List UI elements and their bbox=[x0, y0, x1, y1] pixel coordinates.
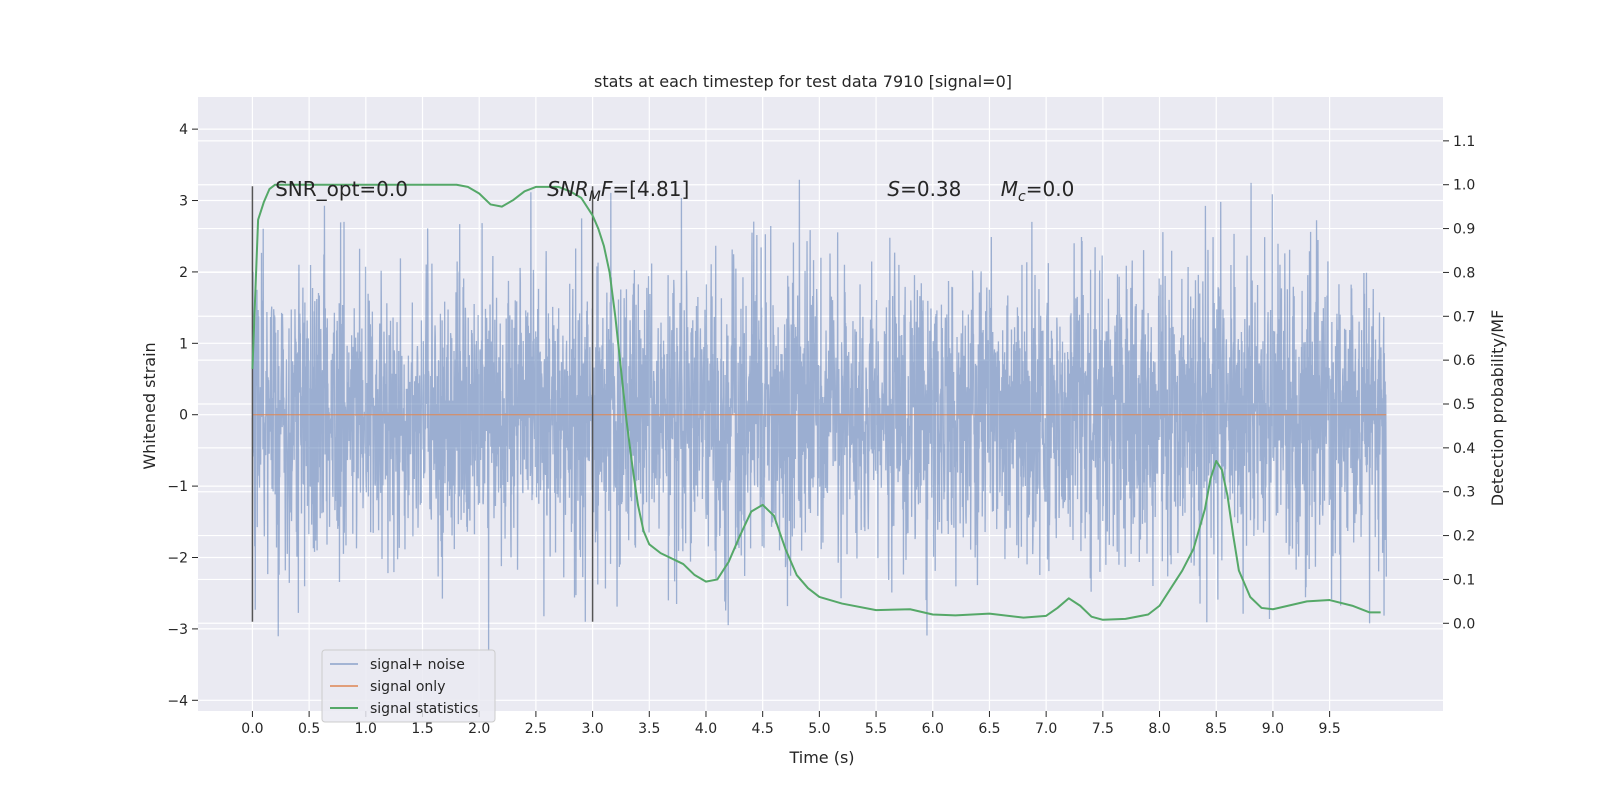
chart-title: stats at each timestep for test data 791… bbox=[594, 72, 1012, 91]
signal-statistics-series bbox=[251, 183, 1381, 621]
x-tick-label: 7.0 bbox=[1035, 721, 1057, 737]
y-tick-label: −4 bbox=[167, 693, 188, 709]
legend-label: signal+ noise bbox=[370, 657, 465, 673]
y2-tick-label: 0.7 bbox=[1453, 309, 1475, 325]
statistics-line bbox=[251, 183, 1381, 621]
y-tick-label: 1 bbox=[179, 336, 188, 352]
x-tick-label: 1.5 bbox=[411, 721, 433, 737]
noise-line bbox=[251, 179, 1387, 651]
signal-noise-series bbox=[251, 179, 1387, 651]
y-axis-label: Whitened strain bbox=[140, 342, 159, 469]
annotation: S=0.38 bbox=[887, 177, 961, 201]
y2-tick-label: 1.0 bbox=[1453, 178, 1475, 194]
x-tick-label: 3.0 bbox=[581, 721, 603, 737]
x-tick-label: 8.0 bbox=[1148, 721, 1170, 737]
y-tick-label: −3 bbox=[167, 622, 188, 638]
y-axis-ticks: −4 −3 −2 −1 0 1 2 3 4 bbox=[167, 122, 198, 709]
x-tick-label: 2.5 bbox=[525, 721, 547, 737]
y2-axis-ticks: 0.0 0.1 0.2 0.3 0.4 0.5 0.6 0.7 0.8 0.9 1.0 1.1 bbox=[1443, 134, 1475, 632]
legend-box bbox=[321, 649, 496, 723]
x-tick-label: 0.0 bbox=[241, 721, 263, 737]
vertical-markers bbox=[251, 186, 594, 622]
legend-label: signal only bbox=[370, 679, 445, 695]
x-tick-label: 9.0 bbox=[1262, 721, 1284, 737]
x-tick-label: 7.5 bbox=[1092, 721, 1114, 737]
x-tick-label: 9.5 bbox=[1318, 721, 1340, 737]
x-tick-label: 5.5 bbox=[865, 721, 887, 737]
x-axis-ticks: 0.0 0.5 1.0 1.5 2.0 2.5 3.0 3.5 4.0 4.5 5.0 5.5 6.0 6… bbox=[241, 711, 1341, 737]
y-tick-label: −1 bbox=[167, 479, 188, 495]
annotations: SNR_opt=0.0 SNRMF=[4.81] S=0.38 Mc=0.0 bbox=[275, 177, 1074, 205]
legend: signal+ noise signal only signal statistic… bbox=[321, 649, 496, 723]
y2-tick-label: 0.2 bbox=[1453, 529, 1475, 545]
y2-tick-label: 0.1 bbox=[1453, 572, 1475, 588]
annotation: SNR_opt=0.0 bbox=[275, 177, 408, 201]
annotation: SNRMF=[4.81] bbox=[547, 177, 689, 205]
x-tick-label: 6.0 bbox=[922, 721, 944, 737]
y2-tick-label: 0.9 bbox=[1453, 222, 1475, 238]
x-axis-label: Time (s) bbox=[788, 748, 854, 767]
y2-tick-label: 1.1 bbox=[1453, 134, 1475, 150]
y-tick-label: −2 bbox=[167, 551, 188, 567]
legend-label: signal statistics bbox=[370, 701, 478, 717]
x-tick-label: 4.0 bbox=[695, 721, 717, 737]
x-tick-label: 1.0 bbox=[355, 721, 377, 737]
y2-tick-label: 0.3 bbox=[1453, 485, 1475, 501]
annotation: Mc=0.0 bbox=[1001, 177, 1075, 205]
y2-tick-label: 0.8 bbox=[1453, 265, 1475, 281]
x-tick-label: 4.5 bbox=[752, 721, 774, 737]
x-tick-label: 5.0 bbox=[808, 721, 830, 737]
y2-tick-label: 0.0 bbox=[1453, 616, 1475, 632]
y-tick-label: 0 bbox=[179, 408, 188, 424]
x-tick-label: 6.5 bbox=[978, 721, 1000, 737]
y2-axis-label: Detection probability/MF bbox=[1488, 310, 1507, 507]
y-tick-label: 2 bbox=[179, 265, 188, 281]
x-tick-label: 0.5 bbox=[298, 721, 320, 737]
y2-tick-label: 0.6 bbox=[1453, 353, 1475, 369]
y2-tick-label: 0.4 bbox=[1453, 441, 1475, 457]
x-tick-label: 2.0 bbox=[468, 721, 490, 737]
y-tick-label: 4 bbox=[179, 122, 188, 138]
x-tick-label: 3.5 bbox=[638, 721, 660, 737]
y-tick-label: 3 bbox=[179, 194, 188, 210]
x-tick-label: 8.5 bbox=[1205, 721, 1227, 737]
y2-tick-label: 0.5 bbox=[1453, 397, 1475, 413]
